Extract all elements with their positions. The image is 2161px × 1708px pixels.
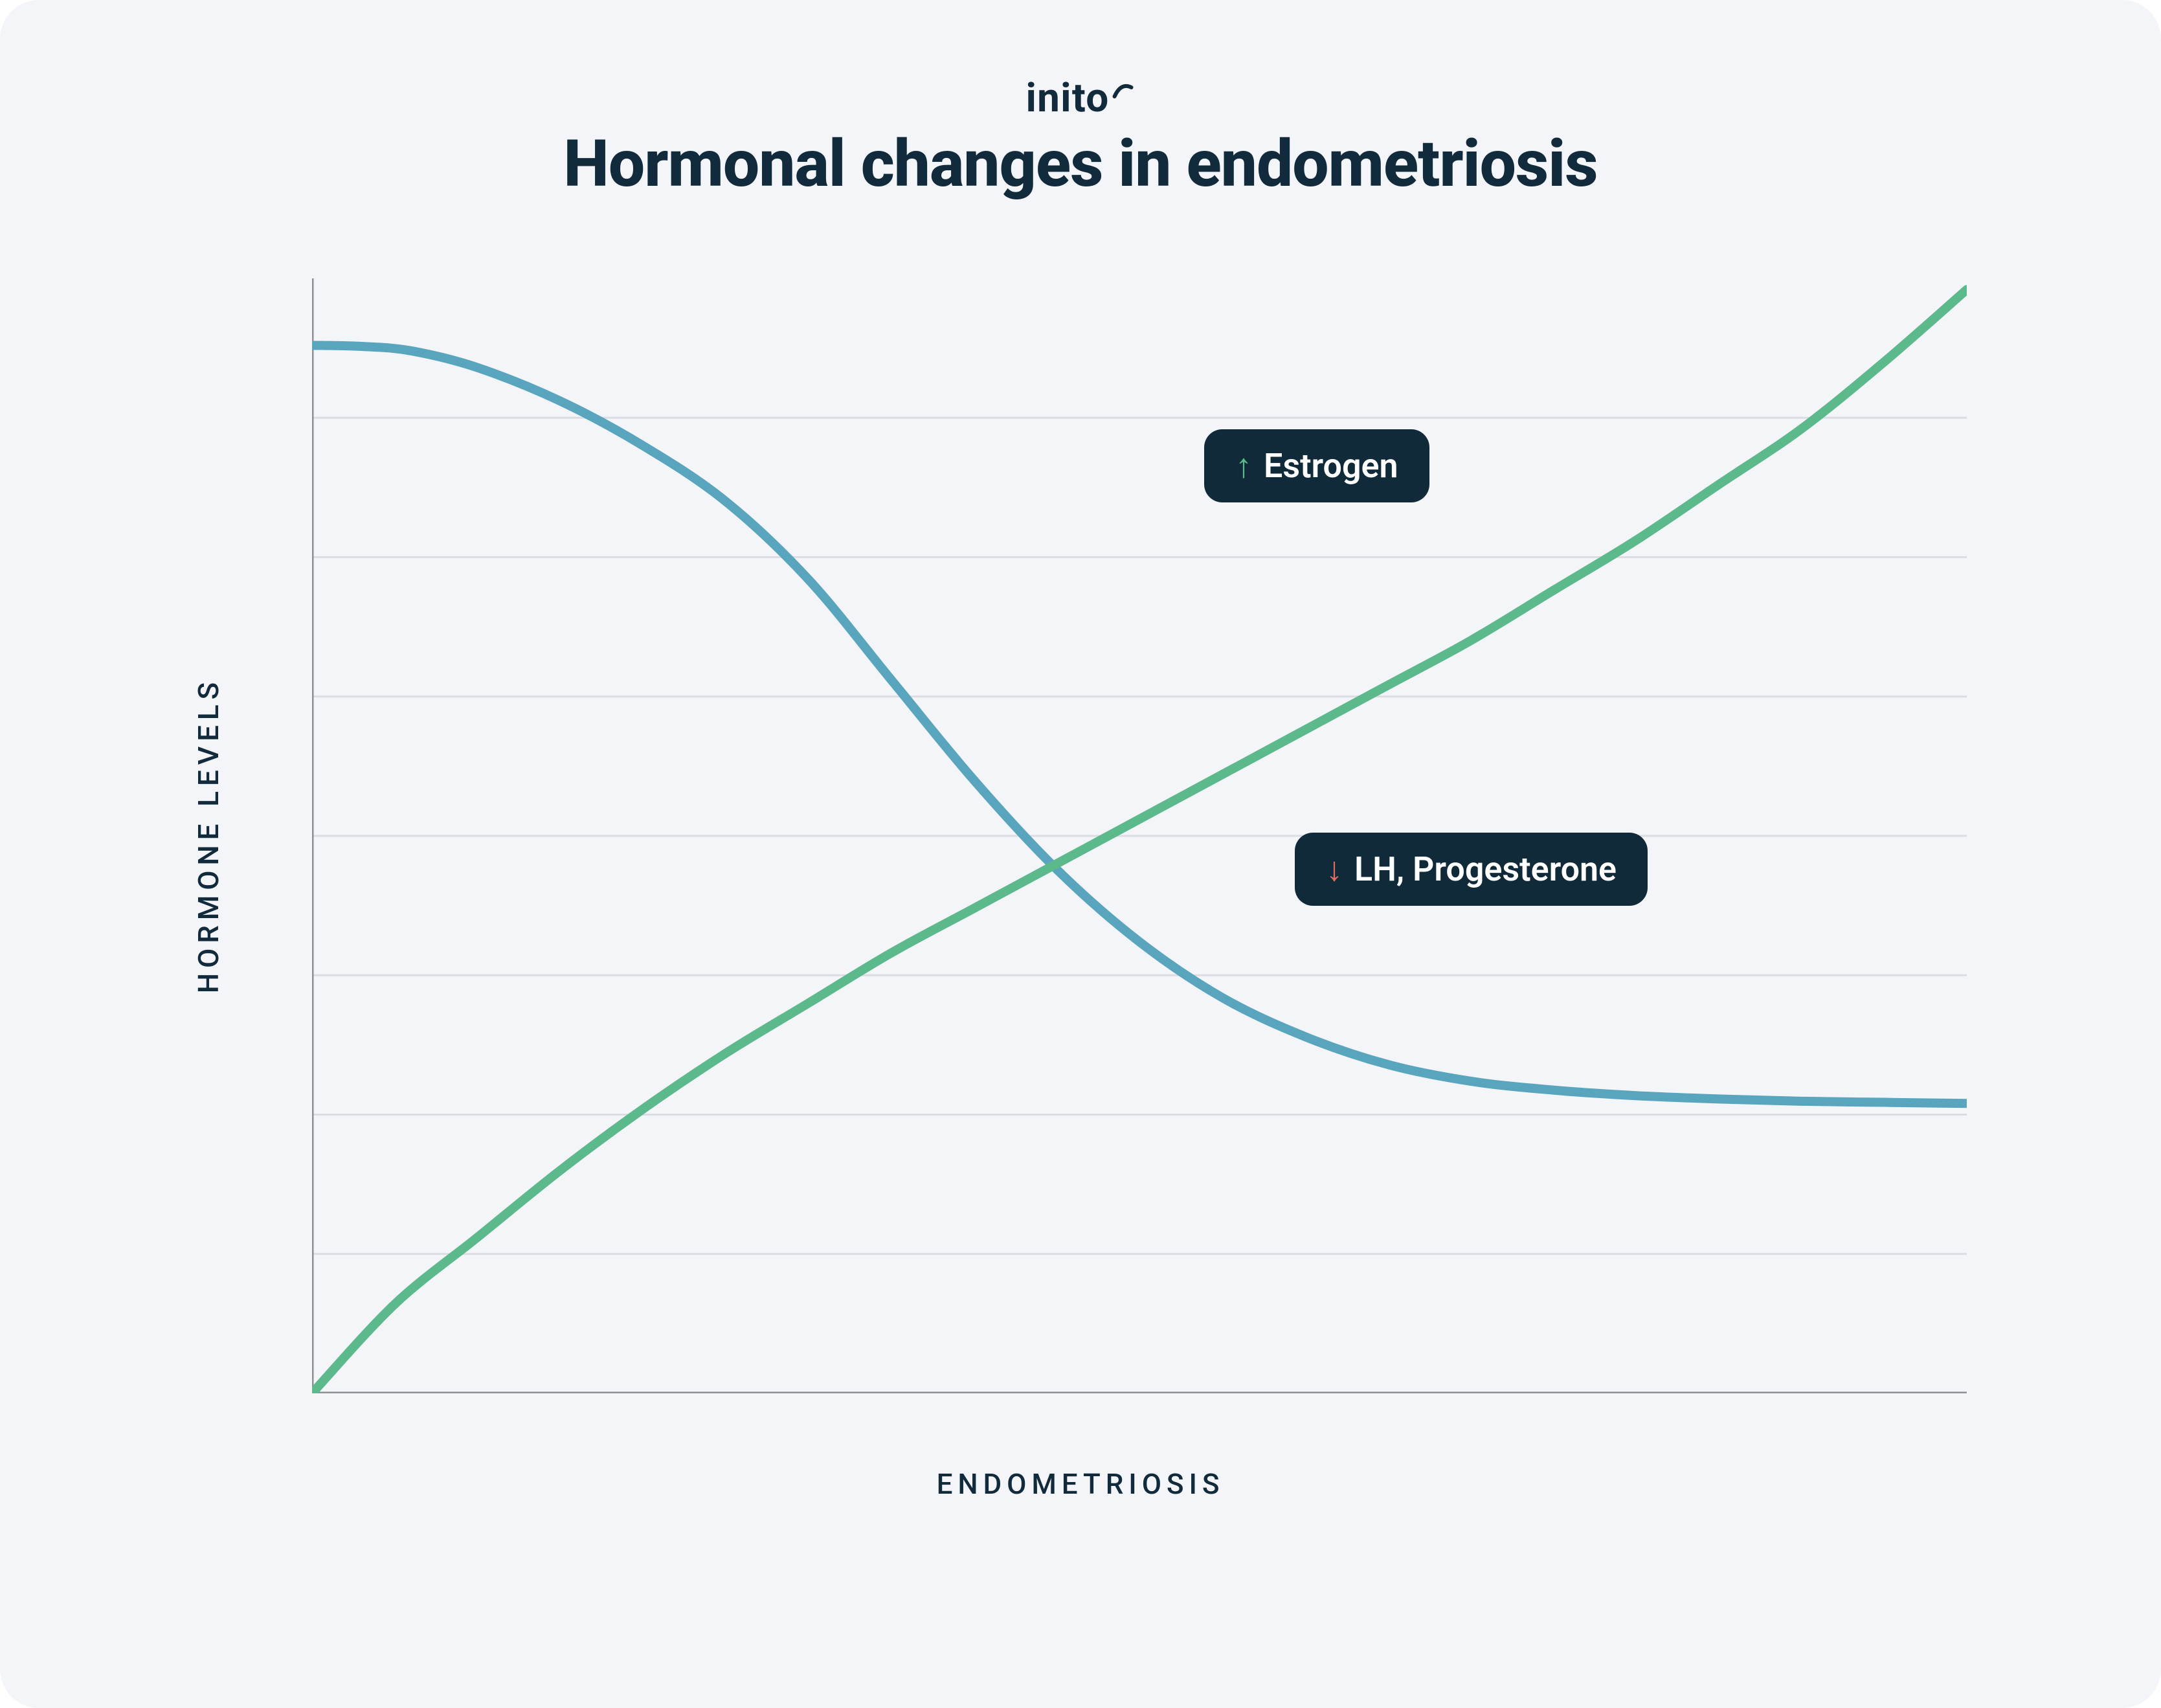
arrow-down-icon: ↓ <box>1326 849 1343 889</box>
estrogen-badge: ↑ Estrogen <box>1204 429 1429 502</box>
page-title: Hormonal changes in endometriosis <box>563 126 1597 202</box>
series-estrogen <box>312 289 1967 1393</box>
x-axis-label: ENDOMETRIOSIS <box>937 1467 1225 1501</box>
y-axis-label: HORMONE LEVELS <box>192 677 225 993</box>
lh-progesterone-label: LH, Progesterone <box>1354 849 1617 889</box>
brand-tail-icon <box>1112 65 1135 112</box>
line-chart <box>312 278 1967 1393</box>
estrogen-label: Estrogen <box>1264 446 1398 486</box>
chart-card: inito Hormonal changes in endometriosis … <box>0 0 2161 1708</box>
series-lh-progesterone <box>312 345 1967 1103</box>
arrow-up-icon: ↑ <box>1235 446 1252 486</box>
brand-logo: inito <box>1026 74 1136 122</box>
brand-text: inito <box>1026 74 1110 122</box>
lh-progesterone-badge: ↓ LH, Progesterone <box>1295 833 1648 906</box>
